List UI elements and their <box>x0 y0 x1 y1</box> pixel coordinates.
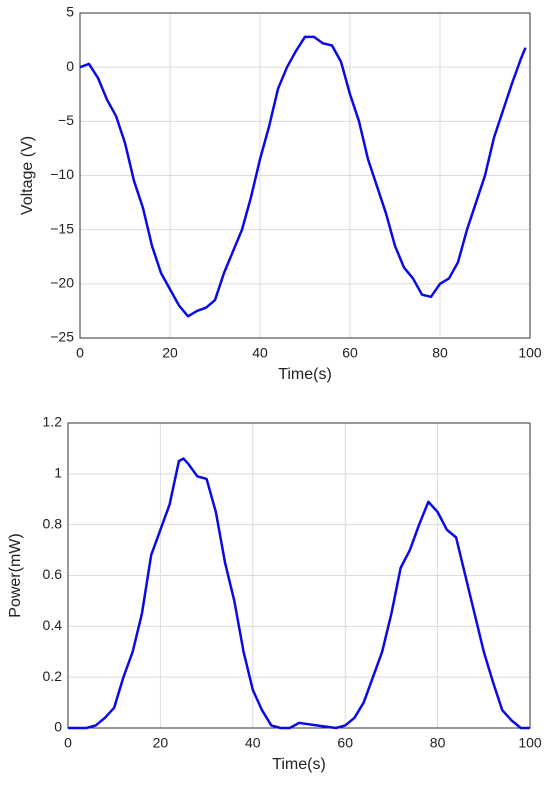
y-tick-label: −5 <box>58 112 74 128</box>
plot-frame <box>79 12 531 339</box>
x-tick-label: 60 <box>337 735 353 751</box>
y-tick-label: 0.6 <box>43 566 63 582</box>
y-tick-label: 5 <box>66 4 74 20</box>
x-tick-label: 80 <box>432 345 448 361</box>
x-tick-label: 40 <box>245 735 261 751</box>
line-series <box>68 457 530 730</box>
y-axis-label: Voltage (V) <box>19 136 36 215</box>
x-tick-label: 40 <box>252 345 268 361</box>
y-tick-label: −15 <box>50 220 74 236</box>
y-tick-label: −25 <box>50 329 74 345</box>
y-tick-label: 1 <box>54 465 62 481</box>
plot-frame <box>67 422 531 729</box>
x-tick-label: 100 <box>518 345 542 361</box>
x-tick-label: 0 <box>64 735 72 751</box>
x-tick-label: 20 <box>162 345 178 361</box>
y-axis-label: Power(mW) <box>7 533 24 617</box>
x-tick-label: 20 <box>153 735 169 751</box>
y-tick-label: 0.8 <box>43 515 63 531</box>
y-tick-label: 0.4 <box>43 617 63 633</box>
x-axis-label: Time(s) <box>272 756 326 773</box>
y-tick-label: 0.2 <box>43 668 63 684</box>
y-tick-label: −20 <box>50 275 74 291</box>
line-series <box>79 35 527 318</box>
y-tick-label: 0 <box>54 719 62 735</box>
y-tick-label: −10 <box>50 166 74 182</box>
x-axis-label: Time(s) <box>278 366 332 383</box>
y-tick-label: 0 <box>66 58 74 74</box>
x-tick-label: 60 <box>342 345 358 361</box>
y-tick-label: 1.2 <box>43 414 63 430</box>
x-tick-label: 0 <box>76 345 84 361</box>
x-tick-label: 80 <box>430 735 446 751</box>
x-tick-label: 100 <box>518 735 542 751</box>
